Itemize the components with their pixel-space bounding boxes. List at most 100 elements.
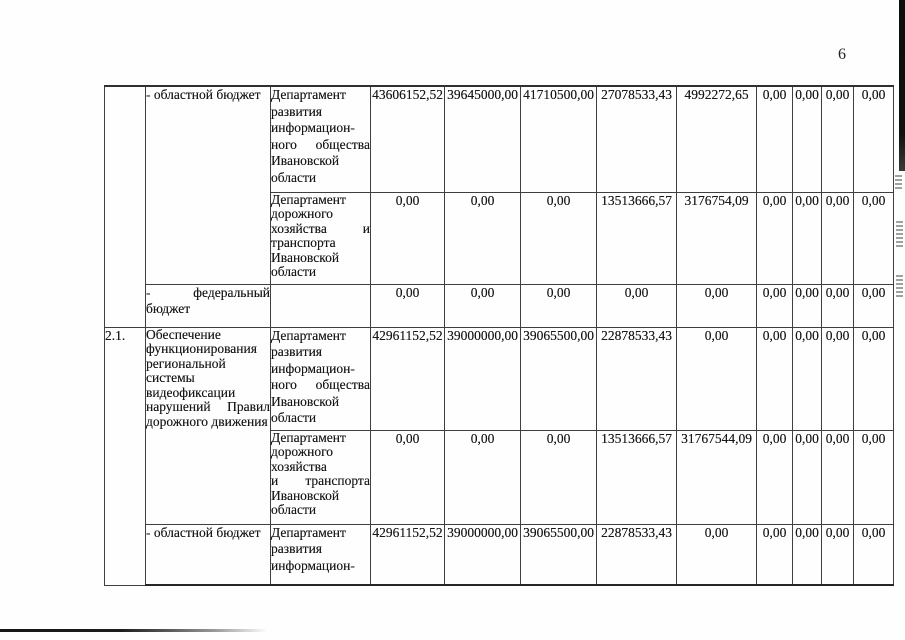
amount-cell: 43606152,52 (370, 85, 445, 193)
amount-cell: 13513666,57 (596, 429, 677, 525)
executor-cell: Департамент развития информацион- ного о… (270, 326, 371, 431)
amount-cell: 0,00 (821, 283, 854, 328)
executor-line: дорожного (271, 206, 334, 222)
executor-line: дорожного (271, 444, 334, 460)
amount-cell: 0,00 (756, 283, 793, 328)
amount-cell: 0,00 (853, 523, 894, 586)
amount-cell: 39065500,00 (520, 326, 597, 431)
budget-source-cell: - областной бюджет (145, 85, 271, 285)
amount-cell: 0,00 (520, 191, 597, 285)
table-row-federal-budget: - федеральный бюджет 0,00 0,00 0,00 0,00… (105, 283, 894, 328)
page-number: 6 (838, 46, 846, 63)
budget-source-line: - федеральный (146, 284, 270, 300)
executor-cell: Департамент дорожного хозяйства и трансп… (270, 191, 371, 285)
amount-cell: 0,00 (370, 283, 445, 328)
executor-cell: Департамент дорожного хозяйства и трансп… (270, 429, 371, 525)
scan-artifact-mark (896, 275, 903, 298)
executor-line: хозяйства и (271, 220, 370, 236)
amount-cell: 0,00 (370, 191, 445, 285)
amount-cell: 0,00 (792, 429, 822, 525)
amount-cell: 0,00 (756, 326, 793, 431)
row-number-cell: 2.1. (104, 326, 146, 586)
table-row-roads-dept: Департамент дорожного хозяйства и трансп… (105, 429, 894, 525)
amount-cell: 0,00 (756, 85, 793, 193)
measure-title-line: региональной (146, 355, 226, 371)
amount-cell: 0,00 (792, 283, 822, 328)
executor-line: развития (271, 344, 323, 359)
executor-line: Департамент (271, 327, 346, 343)
executor-line: ного общества (271, 377, 370, 392)
amount-cell: 0,00 (821, 85, 854, 193)
executor-line: области (271, 264, 317, 280)
measure-title-line: функционирования (146, 341, 257, 357)
scan-artifact-mark (896, 221, 903, 248)
amount-cell: 0,00 (792, 326, 822, 431)
amount-cell: 0,00 (853, 191, 894, 285)
amount-cell: 0,00 (756, 429, 793, 525)
amount-cell: 39645000,00 (444, 85, 521, 193)
measure-title-line: дорожного движения (146, 414, 268, 430)
amount-cell: 27078533,43 (596, 85, 677, 193)
budget-source-line: бюджет (146, 301, 191, 316)
amount-cell: 39065500,00 (520, 523, 597, 586)
row-number-cell (104, 85, 146, 328)
executor-line: ного общества (271, 136, 370, 152)
executor-line: области (271, 169, 317, 185)
executor-cell (270, 283, 371, 328)
amount-cell: 42961152,52 (370, 326, 445, 431)
amount-cell: 0,00 (821, 326, 854, 431)
amount-cell: 0,00 (444, 191, 521, 285)
amount-cell: 31767544,09 (676, 429, 757, 525)
amount-cell: 0,00 (756, 523, 793, 586)
amount-cell: 0,00 (756, 191, 793, 285)
amount-cell: 4992272,65 (676, 85, 757, 193)
executor-line: транспорта (271, 235, 336, 251)
budget-source-label: - областной бюджет (146, 87, 261, 102)
table-row-roads-dept: Департамент дорожного хозяйства и трансп… (105, 191, 894, 285)
measure-title-cell: Обеспечение функционирования регионально… (145, 326, 271, 525)
amount-cell: 3176754,09 (676, 191, 757, 285)
executor-line: информацион- (271, 360, 355, 376)
amount-cell: 0,00 (444, 429, 521, 525)
amount-cell: 13513666,57 (596, 191, 677, 285)
measure-title-line: Обеспечение (146, 327, 221, 342)
budget-source-cell: - областной бюджет (145, 523, 271, 586)
amount-cell: 22878533,43 (596, 326, 677, 431)
executor-line: информацион- (271, 120, 355, 135)
executor-line: Ивановской (271, 153, 340, 168)
amount-cell: 39000000,00 (444, 523, 521, 586)
table-row-oblast-budget: - областной бюджет Департамент развития … (104, 85, 894, 328)
scan-artifact-mark (895, 175, 902, 190)
amount-cell: 0,00 (596, 283, 677, 328)
executor-cell: Департамент развития информацион- ного о… (270, 85, 371, 193)
budget-table: - областной бюджет Департамент развития … (104, 85, 894, 586)
executor-line: Департамент (271, 192, 346, 207)
scan-artifact-bottom-line (0, 629, 268, 632)
table-row-oblast-budget: - областной бюджет Департамент развития … (105, 523, 894, 586)
executor-line: Департамент (271, 87, 346, 102)
amount-cell: 0,00 (792, 85, 822, 193)
amount-cell: 0,00 (520, 283, 597, 328)
executor-cell: Департамент развития информацион- (270, 523, 371, 586)
executor-line: развития (271, 103, 323, 119)
table-row-2-1: 2.1. Обеспечение функционирования регион… (104, 326, 894, 586)
amount-cell: 0,00 (821, 523, 854, 586)
amount-cell: 0,00 (792, 191, 822, 285)
amount-cell: 0,00 (676, 523, 757, 586)
executor-line: Ивановской (271, 393, 340, 409)
amount-cell: 0,00 (676, 326, 757, 431)
amount-cell: 41710500,00 (520, 85, 597, 193)
budget-source-label: - областной бюджет (146, 524, 261, 540)
amount-cell: 0,00 (853, 326, 894, 431)
scan-artifact-right-bar (899, 0, 905, 171)
measure-title-line: системы (146, 370, 195, 386)
executor-line: Ивановской (271, 487, 340, 503)
row-number: 2.1. (105, 327, 126, 343)
amount-cell: 0,00 (853, 283, 894, 328)
amount-cell: 0,00 (520, 429, 597, 525)
amount-cell: 0,00 (676, 283, 757, 328)
executor-line: Ивановской (271, 249, 340, 265)
executor-line: Департамент (271, 524, 346, 540)
executor-line: информацион- (271, 557, 355, 573)
